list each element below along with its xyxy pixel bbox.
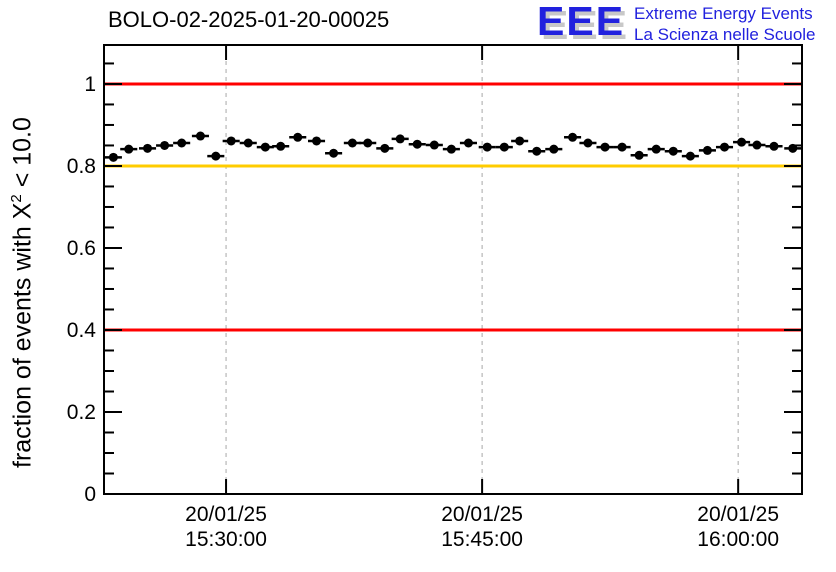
data-point (651, 144, 661, 154)
data-point (685, 151, 695, 161)
data-point (617, 142, 627, 152)
data-point (177, 138, 187, 148)
data-point (532, 146, 542, 156)
axes-frame-layer (103, 44, 803, 495)
data-point (752, 140, 762, 150)
eee-logo-acronym: EEE (537, 0, 626, 44)
eee-logo: EEE Extreme Energy Events La Scienza nel… (537, 0, 816, 46)
y-tick-label: 1 (84, 73, 96, 96)
x-tick-label-time: 16:00:00 (697, 528, 779, 551)
x-tick-label-date: 20/01/25 (441, 503, 523, 526)
data-points-layer (104, 131, 802, 162)
x-tick-label-date: 20/01/25 (185, 503, 267, 526)
eee-logo-line2: La Scienza nelle Scuole (634, 25, 816, 45)
data-point (515, 136, 525, 146)
data-point (600, 142, 610, 152)
data-point (347, 138, 357, 148)
data-point (160, 140, 170, 150)
data-point (702, 145, 712, 155)
reference-lines-layer (104, 82, 802, 332)
data-point (482, 142, 492, 152)
y-tick-label: 0.6 (67, 237, 96, 260)
data-point (463, 138, 473, 148)
grid-layer (225, 45, 739, 494)
data-point (788, 143, 798, 153)
data-point (769, 141, 779, 151)
data-point (195, 131, 205, 141)
y-tick-label: 0.4 (67, 319, 97, 342)
data-point (737, 137, 747, 147)
x-tick-label-time: 15:30:00 (185, 528, 267, 551)
data-point (312, 136, 322, 146)
y-tick-label: 0.8 (67, 155, 96, 178)
y-tick-label: 0.2 (67, 401, 96, 424)
data-point (260, 142, 270, 152)
data-point (583, 138, 593, 148)
data-point (143, 143, 153, 153)
data-point (329, 148, 339, 158)
data-point (211, 151, 221, 161)
x-tick-label-time: 15:45:00 (441, 528, 523, 551)
data-point (446, 144, 456, 154)
data-point (380, 143, 390, 153)
data-point (720, 142, 730, 152)
eee-logo-text: Extreme Energy Events La Scienza nelle S… (634, 2, 815, 46)
data-point (499, 142, 509, 152)
data-point (108, 152, 118, 162)
data-point (243, 138, 253, 148)
data-point (395, 134, 405, 144)
data-point (363, 138, 373, 148)
data-point (668, 146, 678, 156)
data-point (412, 139, 422, 149)
data-point (124, 144, 134, 154)
chart-title: BOLO-02-2025-01-20-00025 (108, 7, 390, 32)
data-point (568, 132, 578, 142)
eee-logo-line1: Extreme Energy Events (634, 4, 813, 23)
data-point (634, 150, 644, 160)
data-point (226, 136, 236, 146)
x-tick-label-date: 20/01/25 (697, 503, 779, 526)
data-point (429, 140, 439, 150)
y-tick-label: 0 (84, 483, 96, 506)
data-point (293, 132, 303, 142)
data-point (549, 144, 559, 154)
ticks-layer (104, 45, 802, 495)
plot-frame (103, 44, 803, 495)
tick-labels-layer: 00.20.40.60.8120/01/2515:30:0020/01/2515… (67, 73, 779, 551)
data-point (276, 141, 286, 151)
